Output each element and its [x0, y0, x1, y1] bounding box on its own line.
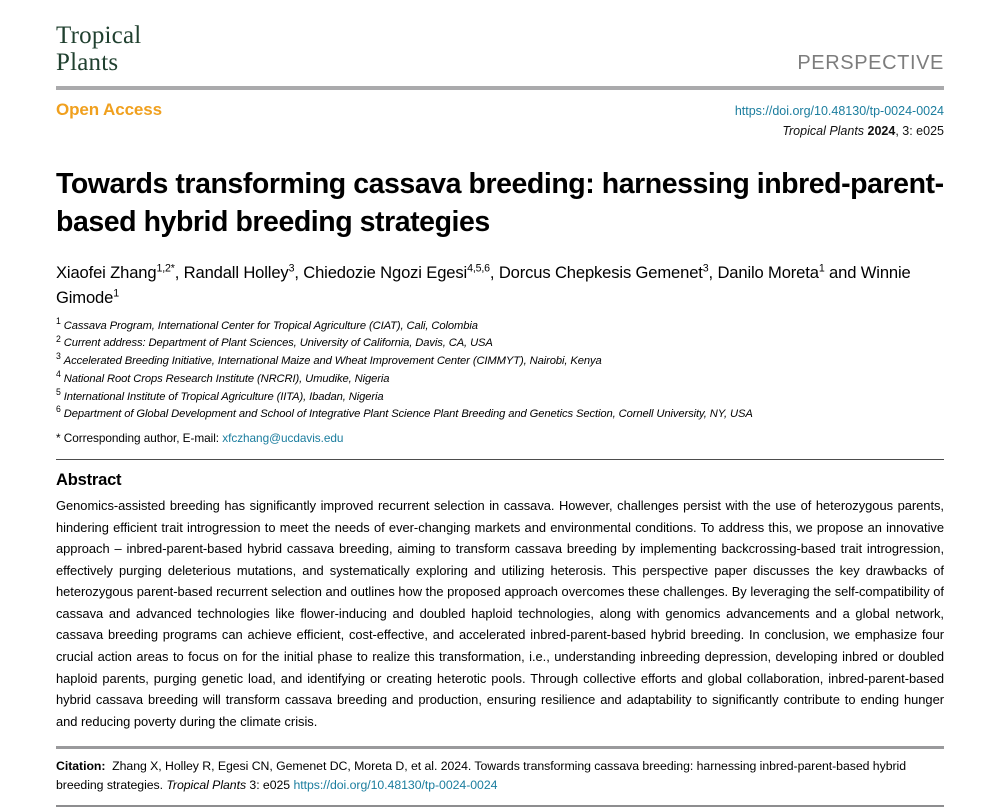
doi-block: https://doi.org/10.48130/tp-0024-0024 Tr… — [735, 100, 944, 140]
author-5-name: Danilo Moreta — [717, 263, 819, 283]
affiliation-6-number: 6 — [56, 404, 61, 415]
open-access-row: Open Access https://doi.org/10.48130/tp-… — [56, 90, 944, 140]
citation-text-after-journal: 3: e025 — [246, 778, 294, 793]
issue-line: Tropical Plants 2024, 3: e025 — [735, 123, 944, 141]
citation-text-before-journal: Zhang X, Holley R, Egesi CN, Gemenet DC,… — [56, 758, 906, 793]
author-3: Chiedozie Ngozi Egesi4,5,6 — [303, 263, 490, 282]
author-6-affil-marker: 1 — [113, 287, 119, 300]
author-sep-4: , — [708, 263, 718, 283]
affiliation-3-text: Accelerated Breeding Initiative, Interna… — [63, 355, 602, 368]
author-6-name: Winnie Gimode — [56, 263, 911, 307]
author-conjunction: and — [829, 263, 857, 283]
author-sep-3: , — [489, 263, 499, 283]
corresponding-author-email-link[interactable]: xfczhang@ucdavis.edu — [222, 430, 344, 445]
author-4-name: Dorcus Chepkesis Gemenet — [498, 263, 703, 283]
author-sep-1: , — [174, 263, 184, 283]
citation-block: Citation: Zhang X, Holley R, Egesi CN, G… — [56, 757, 944, 796]
affiliation-5: 5 International Institute of Tropical Agr… — [56, 386, 944, 407]
citation-top-divider — [56, 746, 944, 749]
journal-logo: Tropical Plants — [56, 22, 142, 76]
author-3-affil-marker: 4,5,6 — [467, 262, 490, 275]
affiliation-2-text: Current address: Department of Plant Sci… — [63, 337, 493, 350]
abstract-top-divider — [56, 458, 944, 461]
citation-journal-name: Tropical Plants — [166, 778, 247, 793]
open-access-badge: Open Access — [56, 100, 162, 119]
author-6: Winnie Gimode1 — [56, 263, 911, 306]
author-1-affil-marker: 1,2* — [156, 262, 175, 275]
author-4-affil-marker: 3 — [702, 262, 709, 275]
author-5-affil-marker: 1 — [818, 262, 825, 275]
masthead: Tropical Plants PERSPECTIVE — [56, 0, 944, 80]
affiliation-4-number: 4 — [56, 369, 61, 380]
author-2: Randall Holley3 — [184, 263, 295, 282]
abstract-body: Genomics-assisted breeding has significa… — [56, 498, 944, 729]
author-4: Dorcus Chepkesis Gemenet3 — [499, 263, 709, 282]
issue-volume-article: , 3: e025 — [895, 123, 944, 138]
corresponding-author-line: * Corresponding author, E-mail: xfczhang… — [56, 429, 944, 448]
citation-label: Citation: — [56, 758, 106, 773]
affiliation-4: 4 National Root Crops Research Institute … — [56, 369, 944, 389]
citation-doi-link[interactable]: https://doi.org/10.48130/tp-0024-0024 — [293, 778, 498, 793]
masthead-divider — [56, 86, 944, 90]
affiliation-3: 3 Accelerated Breeding Initiative, Intern… — [56, 351, 944, 371]
doi-link[interactable]: https://doi.org/10.48130/tp-0024-0024 — [734, 104, 944, 118]
abstract-heading: Abstract — [56, 471, 122, 490]
article-type-label: PERSPECTIVE — [797, 52, 944, 74]
author-2-name: Randall Holley — [183, 263, 289, 283]
issue-year: 2024 — [867, 123, 896, 138]
affiliation-5-number: 5 — [56, 386, 61, 397]
author-5: Danilo Moreta1 — [717, 263, 824, 282]
affiliation-1-number: 1 — [56, 316, 61, 327]
author-2-affil-marker: 3 — [288, 262, 295, 275]
affiliation-6: 6 Department of Global Development and Sc… — [56, 404, 944, 424]
author-3-name: Chiedozie Ngozi Egesi — [303, 263, 468, 283]
corresponding-author-prefix: * Corresponding author, E-mail: — [56, 430, 223, 445]
author-sep-2: , — [294, 263, 304, 283]
author-1: Xiaofei Zhang1,2* — [56, 263, 175, 282]
affiliation-3-number: 3 — [56, 351, 61, 362]
affiliation-4-text: National Root Crops Research Institute (… — [63, 372, 390, 385]
affiliation-6-text: Department of Global Development and Sch… — [63, 408, 753, 421]
author-1-name: Xiaofei Zhang — [56, 263, 157, 283]
affiliation-5-text: International Institute of Tropical Agri… — [63, 390, 384, 403]
article-title: Towards transforming cassava breeding: h… — [56, 168, 944, 239]
affiliation-1: 1 Cassava Program, International Center f… — [56, 316, 944, 336]
issue-journal-name: Tropical Plants — [782, 123, 868, 138]
affiliation-2-number: 2 — [56, 333, 61, 344]
affiliation-2: 2 Current address: Department of Plant Sc… — [56, 333, 944, 353]
affiliation-list: 1 Cassava Program, International Center f… — [56, 316, 944, 424]
author-list: Xiaofei Zhang1,2*, Randall Holley3, Chie… — [56, 261, 944, 309]
affiliation-1-text: Cassava Program, International Center fo… — [63, 319, 478, 332]
doi-line: https://doi.org/10.48130/tp-0024-0024 — [735, 100, 944, 123]
